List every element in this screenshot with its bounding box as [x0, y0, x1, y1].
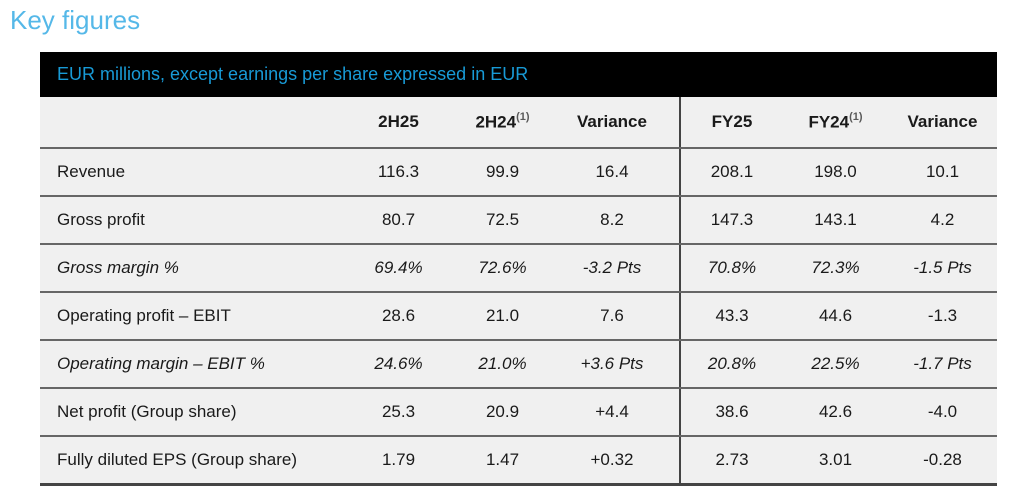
cell-value: 16.4: [545, 148, 680, 197]
cell-value: 80.7: [337, 196, 460, 245]
cell-value: 70.8%: [679, 244, 783, 293]
column-header-3-variance: Variance: [545, 97, 680, 149]
cell-value: 20.9: [460, 388, 545, 437]
column-header-label: FY25: [711, 112, 753, 131]
cell-value: 3.01: [783, 436, 888, 486]
cell-value: 43.3: [679, 292, 783, 341]
column-header-label: Variance: [907, 112, 978, 131]
column-header-1-2h25: 2H25: [337, 97, 460, 149]
cell-value: +0.32: [545, 436, 680, 486]
table-row: Fully diluted EPS (Group share) 1.79 1.47 +…: [40, 436, 997, 486]
cell-value: 208.1: [679, 148, 783, 197]
cell-value: 28.6: [337, 292, 460, 341]
cell-value: 72.3%: [783, 244, 888, 293]
column-header-corner: [40, 97, 337, 149]
cell-value: 21.0: [460, 292, 545, 341]
table-row: Revenue 116.3 99.9 16.4 208.1 198.0 10.1: [40, 148, 997, 197]
cell-value: 72.5: [460, 196, 545, 245]
cell-value: 7.6: [545, 292, 680, 341]
table-row: Operating margin – EBIT % 24.6% 21.0% +3.6 …: [40, 340, 997, 389]
cell-value: 8.2: [545, 196, 680, 245]
column-header-2-2h24: 2H24(1): [460, 97, 545, 149]
table-row: Net profit (Group share) 25.3 20.9 +4.4 38.6…: [40, 388, 997, 437]
cell-value: 198.0: [783, 148, 888, 197]
cell-value: -1.7 Pts: [888, 340, 997, 389]
row-label: Revenue: [40, 148, 337, 197]
cell-value: -4.0: [888, 388, 997, 437]
cell-value: 147.3: [679, 196, 783, 245]
cell-value: 72.6%: [460, 244, 545, 293]
table-row: Gross profit 80.7 72.5 8.2 147.3 143.1 4.2: [40, 196, 997, 245]
column-header-label: Variance: [577, 112, 647, 131]
row-label: Net profit (Group share): [40, 388, 337, 437]
footnote-marker: (1): [849, 110, 863, 123]
cell-value: -1.5 Pts: [888, 244, 997, 293]
footnote-marker: (1): [516, 110, 530, 123]
figures-table: 2H25 2H24(1) Variance FY25 FY24(1) Variance R…: [40, 97, 997, 486]
column-header-label: FY24: [808, 112, 850, 132]
page-title: Key figures: [10, 5, 141, 35]
column-header-label: 2H25: [378, 112, 419, 131]
cell-value: 22.5%: [783, 340, 888, 389]
cell-value: -1.3: [888, 292, 997, 341]
cell-value: 2.73: [679, 436, 783, 486]
row-label: Fully diluted EPS (Group share): [40, 436, 337, 486]
table-row: Operating profit – EBIT 28.6 21.0 7.6 43.3 44…: [40, 292, 997, 341]
key-figures-table: EUR millions, except earnings per share …: [40, 52, 997, 486]
row-label: Gross profit: [40, 196, 337, 245]
cell-value: 143.1: [783, 196, 888, 245]
column-header-4-fy25: FY25: [679, 97, 783, 149]
cell-value: -0.28: [888, 436, 997, 486]
cell-value: 44.6: [783, 292, 888, 341]
cell-value: 4.2: [888, 196, 997, 245]
cell-value: 99.9: [460, 148, 545, 197]
cell-value: 1.47: [460, 436, 545, 486]
row-label: Operating profit – EBIT: [40, 292, 337, 341]
row-label: Operating margin – EBIT %: [40, 340, 337, 389]
cell-value: 1.79: [337, 436, 460, 486]
cell-value: 69.4%: [337, 244, 460, 293]
column-header-6-variance: Variance: [888, 97, 997, 149]
cell-value: 10.1: [888, 148, 997, 197]
cell-value: 24.6%: [337, 340, 460, 389]
cell-value: 21.0%: [460, 340, 545, 389]
cell-value: 20.8%: [679, 340, 783, 389]
column-header-5-fy24: FY24(1): [783, 97, 888, 149]
cell-value: -3.2 Pts: [545, 244, 680, 293]
cell-value: 38.6: [679, 388, 783, 437]
banner-text: EUR millions, except earnings per share …: [57, 64, 529, 84]
table-row: Gross margin % 69.4% 72.6% -3.2 Pts 70.8% 72.…: [40, 244, 997, 293]
column-header-label: 2H24: [475, 112, 517, 132]
cell-value: +3.6 Pts: [545, 340, 680, 389]
cell-value: 42.6: [783, 388, 888, 437]
cell-value: +4.4: [545, 388, 680, 437]
cell-value: 25.3: [337, 388, 460, 437]
header-row: 2H25 2H24(1) Variance FY25 FY24(1) Variance: [40, 97, 997, 149]
cell-value: 116.3: [337, 148, 460, 197]
table-banner: EUR millions, except earnings per share …: [40, 52, 997, 97]
row-label: Gross margin %: [40, 244, 337, 293]
